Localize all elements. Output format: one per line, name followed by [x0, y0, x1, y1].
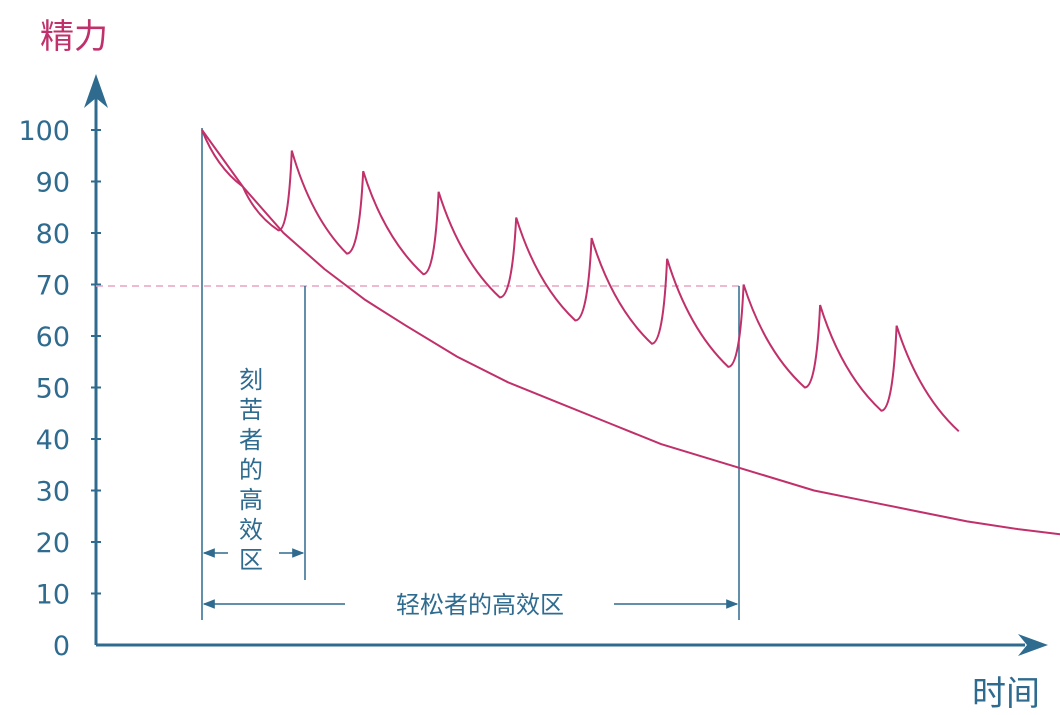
y-tick-label: 50: [36, 374, 70, 405]
easy-zone-label: 轻松者的高效区: [396, 591, 564, 619]
y-tick-label: 40: [36, 425, 70, 456]
y-axis-label: 精力: [40, 17, 108, 57]
y-tick-label: 0: [53, 631, 70, 662]
x-axis-label: 时间: [972, 674, 1040, 714]
series-recovery-curve: [201, 129, 960, 433]
diligent-zone-label: 刻苦者的高效区: [239, 366, 263, 574]
y-tick-label: 20: [36, 528, 70, 559]
series-decay-curve: [201, 129, 1060, 536]
y-tick-label: 80: [36, 219, 70, 250]
y-tick-label: 10: [36, 580, 70, 611]
y-tick-label: 30: [36, 477, 70, 508]
y-tick-label: 100: [18, 116, 70, 147]
y-tick-label: 70: [36, 271, 70, 302]
y-tick-label: 60: [36, 322, 70, 353]
y-tick-label: 90: [36, 168, 70, 199]
x-axis-arrow: [1018, 634, 1048, 656]
y-axis-arrow: [84, 74, 108, 108]
